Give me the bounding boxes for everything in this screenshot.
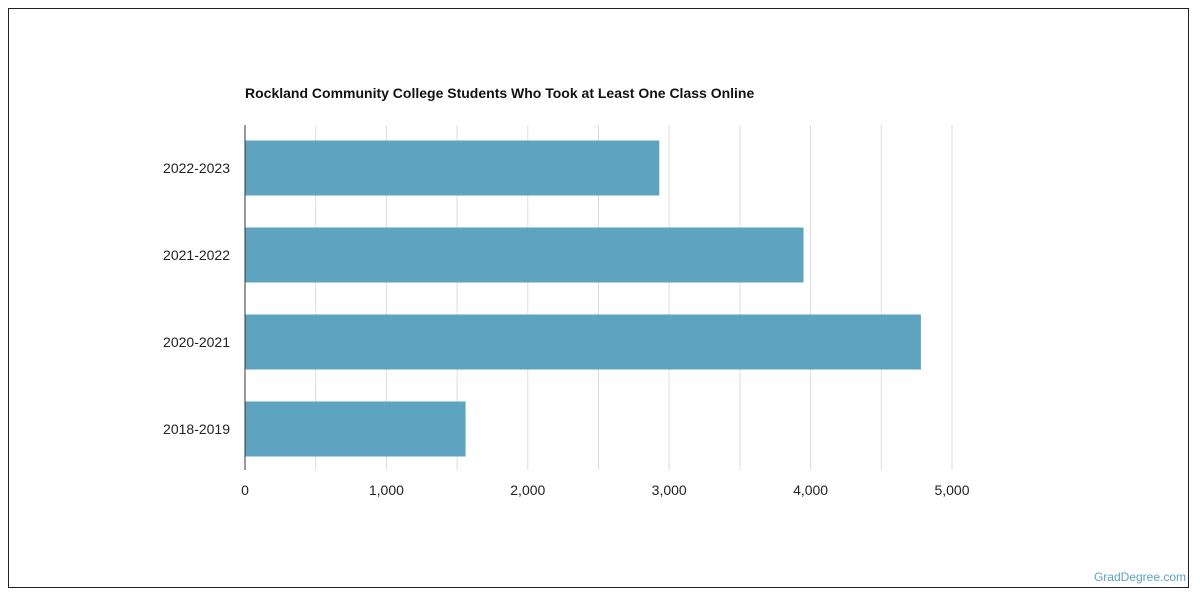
watermark-link[interactable]: GradDegree.com <box>1093 570 1186 584</box>
bar <box>245 401 466 457</box>
x-tick-label: 4,000 <box>793 482 828 498</box>
x-tick-label: 0 <box>241 482 249 498</box>
chart-title: Rockland Community College Students Who … <box>245 85 755 101</box>
bar <box>245 140 660 196</box>
bar <box>245 227 804 283</box>
chart-frame <box>8 8 1189 588</box>
x-tick-label: 3,000 <box>652 482 687 498</box>
x-tick-label: 1,000 <box>369 482 404 498</box>
x-tick-label: 2,000 <box>510 482 545 498</box>
category-label: 2022-2023 <box>163 160 230 176</box>
category-label: 2018-2019 <box>163 421 230 437</box>
category-label: 2020-2021 <box>163 334 230 350</box>
bar <box>245 314 921 370</box>
x-tick-label: 5,000 <box>934 482 969 498</box>
category-label: 2021-2022 <box>163 247 230 263</box>
